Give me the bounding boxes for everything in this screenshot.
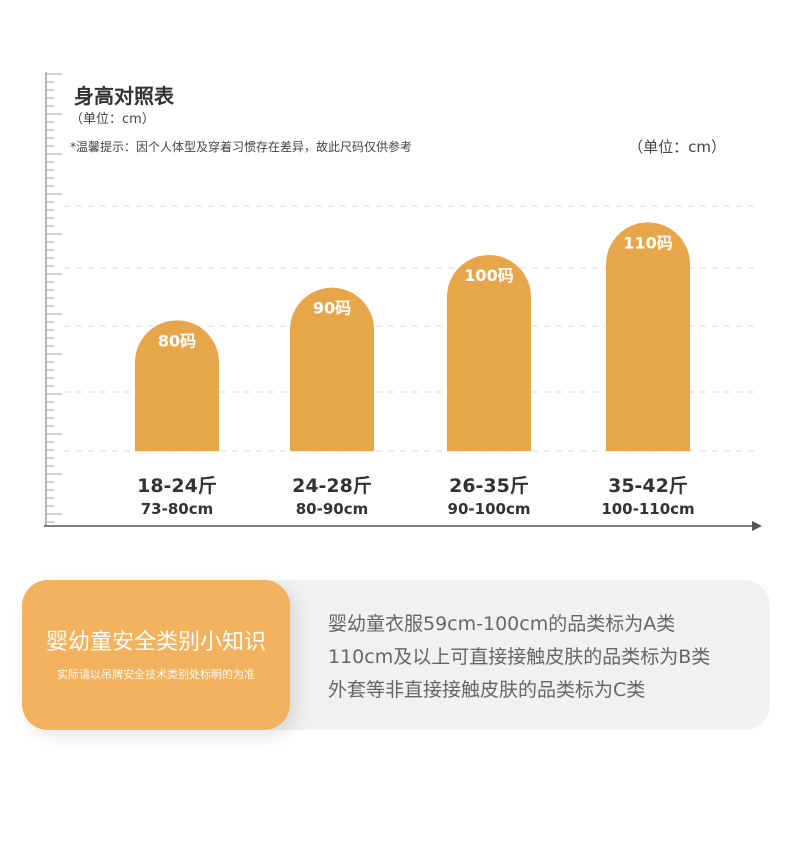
badge-title: 婴幼童安全类别小知识 bbox=[45, 630, 266, 655]
weight-label: 35-42斤 bbox=[608, 475, 688, 497]
height-bar-chart: 80码 18-24斤 73-80cm 90码 24-28斤 80-90cm 100码 26-3… bbox=[44, 72, 762, 531]
bar-100码 bbox=[447, 255, 531, 451]
x-axis-arrow bbox=[752, 521, 762, 531]
bar-size-label: 80码 bbox=[158, 331, 196, 350]
bar-90码 bbox=[290, 287, 374, 451]
weight-label: 24-28斤 bbox=[292, 475, 372, 497]
bar-80码 bbox=[135, 320, 219, 451]
height-range-label: 80-90cm bbox=[296, 500, 369, 518]
bar-size-label: 110码 bbox=[623, 233, 672, 252]
chart-title: 身高对照表 bbox=[74, 84, 174, 108]
bar-110码 bbox=[606, 222, 690, 451]
weight-label: 26-35斤 bbox=[449, 475, 529, 497]
info-line-a: 婴幼童衣服59cm-100cm的品类标为A类 bbox=[328, 613, 676, 635]
height-range-label: 73-80cm bbox=[141, 500, 214, 518]
height-range-label: 90-100cm bbox=[448, 500, 531, 518]
bar-size-label: 90码 bbox=[313, 299, 351, 318]
weight-label: 18-24斤 bbox=[137, 475, 217, 497]
height-chart-section: 80码 18-24斤 73-80cm 90码 24-28斤 80-90cm 100码 26-3… bbox=[44, 72, 762, 531]
size-tip: *温馨提示：因个人体型及穿着习惯存在差异，故此尺码仅供参考 bbox=[70, 140, 413, 154]
safety-info-lines: 婴幼童衣服59cm-100cm的品类标为A类 110cm及以上可直接接触皮肤的品… bbox=[328, 608, 710, 707]
unit-label-small: （单位：cm） bbox=[70, 112, 155, 127]
height-range-label: 100-110cm bbox=[601, 500, 694, 518]
safety-info-badge: 婴幼童安全类别小知识 实际请以吊牌安全技术类别处标明的为准 bbox=[22, 580, 290, 730]
badge-subtitle: 实际请以吊牌安全技术类别处标明的为准 bbox=[57, 668, 255, 681]
info-line-b: 110cm及以上可直接接触皮肤的品类标为B类 bbox=[328, 646, 711, 668]
bar-size-label: 100码 bbox=[464, 266, 513, 285]
unit-label-right: （单位：cm） bbox=[628, 138, 726, 156]
info-line-c: 外套等非直接接触皮肤的品类标为C类 bbox=[328, 679, 646, 701]
